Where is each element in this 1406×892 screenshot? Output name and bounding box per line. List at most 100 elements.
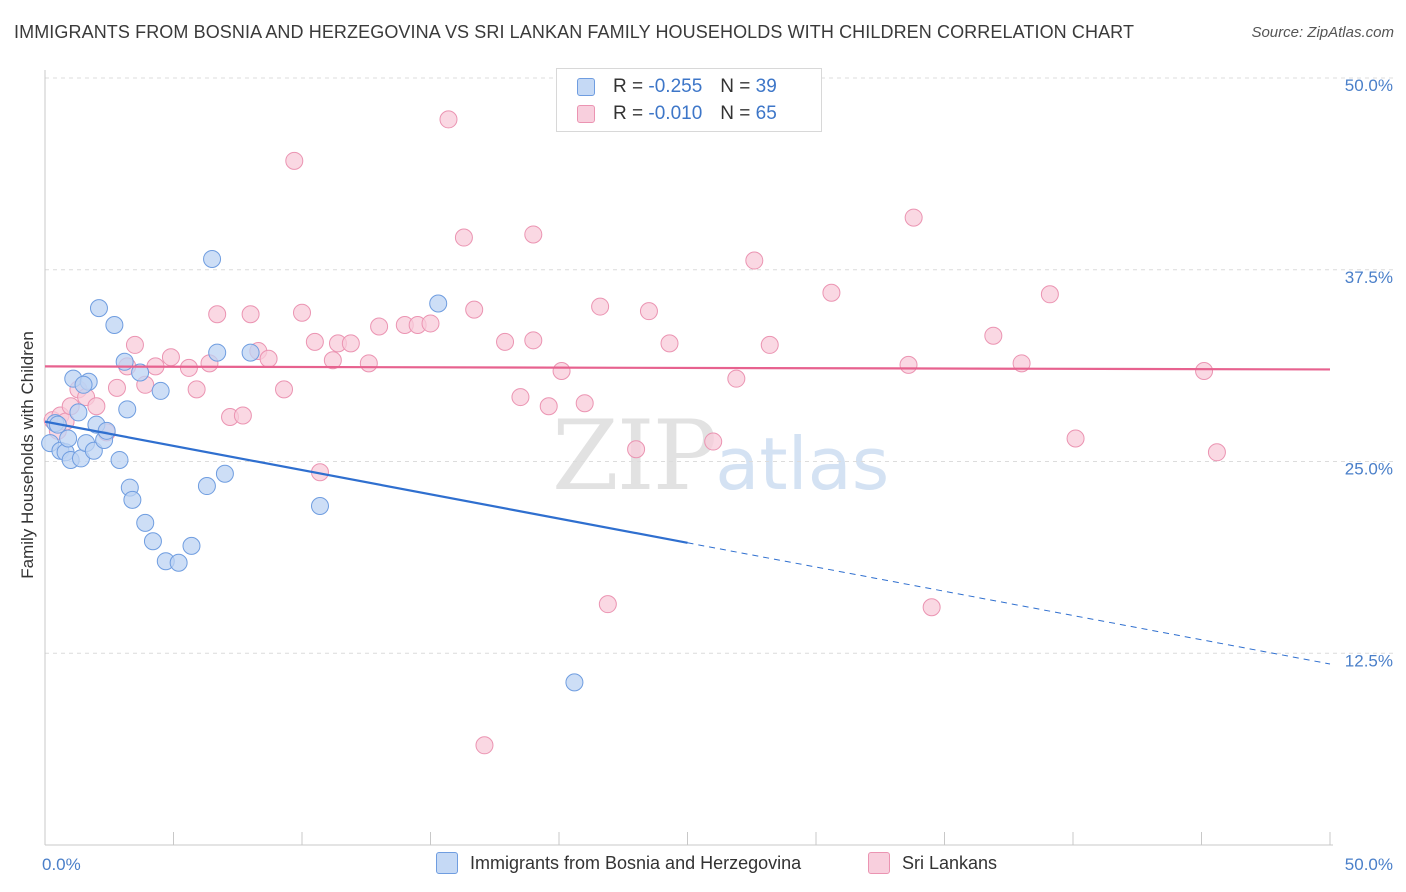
- data-point: [475, 736, 494, 755]
- data-point: [370, 317, 389, 336]
- data-point: [310, 496, 329, 515]
- x-tick-label: 0.0%: [42, 855, 81, 874]
- data-point: [1066, 429, 1085, 448]
- data-point: [259, 349, 278, 368]
- legend-r-value: -0.255: [648, 76, 703, 97]
- data-point: [169, 553, 188, 572]
- stats-legend: R = -0.255 N = 39 R = -0.010 N = 65: [556, 68, 822, 132]
- data-point: [539, 397, 558, 416]
- y-tick-label: 37.5%: [1345, 268, 1393, 287]
- chart-title: IMMIGRANTS FROM BOSNIA AND HERZEGOVINA V…: [14, 22, 1135, 42]
- series-sri-lankans: [43, 110, 1226, 755]
- data-point: [97, 421, 116, 440]
- legend-swatch-blue: [577, 78, 595, 96]
- x-ticks: [44, 832, 1331, 845]
- trend-line-bosnia: [44, 420, 688, 544]
- data-point: [760, 335, 779, 354]
- data-point: [275, 380, 294, 399]
- series-legend: Immigrants from Bosnia and Herzegovina S…: [0, 852, 1406, 876]
- data-point: [89, 299, 108, 318]
- data-point: [208, 305, 227, 324]
- data-point: [359, 354, 378, 373]
- y-tick-label: 12.5%: [1345, 651, 1393, 670]
- data-point: [143, 532, 162, 551]
- data-point: [745, 251, 764, 270]
- data-point: [293, 303, 311, 322]
- data-point: [1195, 361, 1214, 380]
- data-point: [179, 358, 198, 377]
- data-point: [511, 388, 530, 407]
- data-point: [105, 315, 124, 334]
- chart-source: Source: ZipAtlas.com: [1251, 24, 1394, 41]
- data-point: [822, 283, 841, 302]
- data-point: [161, 348, 180, 367]
- data-point: [285, 151, 304, 170]
- data-point: [110, 450, 129, 469]
- legend-label: Immigrants from Bosnia and Herzegovina: [470, 852, 802, 873]
- legend-r-label: R =: [613, 103, 644, 124]
- watermark-atlas: atlas: [715, 422, 890, 506]
- data-point: [215, 464, 234, 483]
- data-point: [131, 363, 150, 382]
- trend-lines: [44, 365, 1331, 665]
- data-point: [241, 343, 260, 362]
- x-tick-labels: 0.0% 50.0%: [42, 855, 1393, 874]
- data-point: [107, 378, 126, 397]
- data-point: [598, 595, 617, 614]
- data-point: [575, 394, 594, 413]
- legend-swatch-blue: [436, 852, 458, 874]
- trend-line-sri-lankans: [44, 365, 1331, 371]
- data-point: [429, 294, 448, 313]
- data-point: [1207, 443, 1226, 462]
- data-point: [136, 513, 155, 532]
- x-tick-label: 50.0%: [1345, 855, 1393, 874]
- data-point: [465, 300, 484, 319]
- data-point: [323, 351, 342, 370]
- legend-r-label: R =: [613, 76, 644, 97]
- legend-row-sri-lankans: R = -0.010 N = 65: [577, 102, 777, 126]
- data-point: [591, 297, 610, 316]
- data-point: [524, 331, 543, 350]
- legend-row-bosnia: R = -0.255 N = 39: [577, 75, 777, 99]
- data-point: [115, 352, 134, 371]
- legend-n-value: 39: [755, 76, 777, 97]
- y-tick-label: 50.0%: [1345, 76, 1393, 95]
- data-point: [197, 477, 216, 496]
- data-point: [182, 536, 201, 555]
- data-point: [1040, 285, 1059, 304]
- data-point: [341, 334, 360, 353]
- data-point: [704, 432, 723, 451]
- gridlines: [45, 77, 1395, 654]
- data-point: [421, 314, 440, 333]
- legend-label: Sri Lankans: [902, 852, 998, 873]
- data-point: [1012, 354, 1031, 373]
- data-point: [627, 440, 646, 459]
- data-point: [565, 673, 584, 692]
- data-point: [660, 334, 679, 353]
- data-point: [59, 429, 78, 448]
- data-point: [727, 369, 746, 388]
- legend-swatch-pink: [868, 852, 890, 874]
- data-point: [496, 332, 515, 351]
- watermark: ZIPatlas: [552, 400, 889, 512]
- data-point: [118, 400, 137, 419]
- legend-item-sri-lankans: Sri Lankans: [868, 852, 997, 874]
- data-point: [151, 381, 170, 400]
- legend-n-label: N =: [720, 103, 751, 124]
- legend-r-value: -0.010: [648, 103, 703, 124]
- data-point: [69, 403, 88, 422]
- legend-swatch-pink: [577, 105, 595, 123]
- data-point: [187, 380, 206, 399]
- trend-line-bosnia-extension: [687, 542, 1331, 665]
- axes: [44, 70, 1333, 846]
- data-point: [439, 110, 458, 129]
- data-point: [74, 375, 93, 394]
- legend-n-label: N =: [720, 76, 751, 97]
- data-point: [123, 490, 142, 509]
- data-point: [87, 397, 106, 416]
- legend-n-value: 65: [755, 103, 777, 124]
- legend-item-bosnia: Immigrants from Bosnia and Herzegovina: [436, 852, 801, 874]
- data-point: [454, 228, 473, 247]
- data-point: [203, 250, 222, 269]
